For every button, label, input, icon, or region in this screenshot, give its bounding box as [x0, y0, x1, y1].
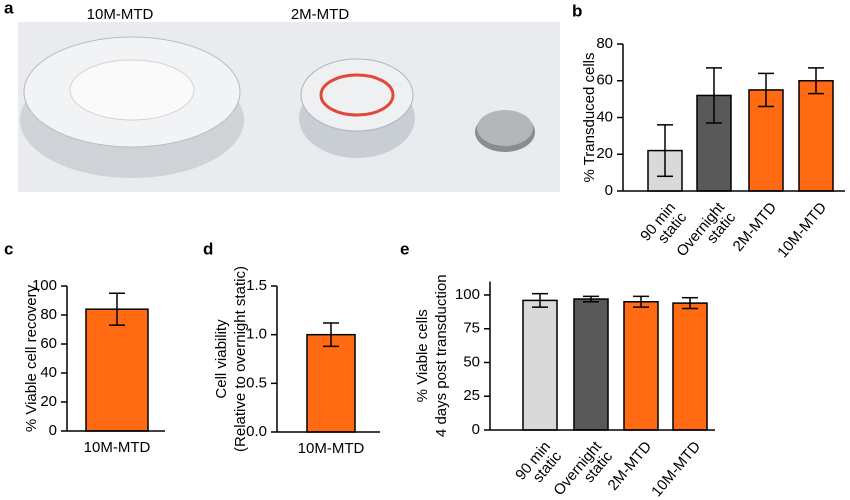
- y-axis-label: % Transduced cells: [581, 52, 598, 182]
- y-tick-label: 50: [463, 353, 480, 370]
- y-axis-label: % Viable cells: [414, 309, 431, 402]
- panel-label: c: [4, 239, 13, 258]
- bar: [85, 308, 149, 432]
- y-tick-label: 0.5: [246, 374, 267, 391]
- x-tick-label: 10M-MTD: [648, 438, 704, 500]
- bar: [573, 298, 609, 431]
- bar: [798, 80, 834, 192]
- y-tick-label: 0: [49, 422, 57, 439]
- y-tick-label: 40: [596, 108, 613, 125]
- bar: [672, 302, 708, 431]
- bar: [306, 333, 356, 433]
- y-tick-label: 75: [463, 320, 480, 337]
- y-axis-label: % Viable cell recovery: [23, 284, 40, 432]
- y-tick-label: 100: [32, 277, 57, 294]
- y-tick-label: 1.5: [246, 277, 267, 294]
- y-tick-label: 80: [40, 306, 57, 323]
- x-tick-label: 2M-MTD: [605, 438, 656, 494]
- panel-label: e: [400, 239, 409, 258]
- y-tick-label: 40: [40, 364, 57, 381]
- y-axis-label: Cell viability: [213, 319, 230, 399]
- y-tick-label: 100: [455, 286, 480, 303]
- device-small: [300, 58, 414, 132]
- device-large-center: [69, 59, 195, 121]
- coin-face: [477, 110, 533, 146]
- bar: [522, 299, 558, 431]
- y-tick-label: 60: [40, 335, 57, 352]
- bar: [623, 301, 659, 431]
- y-axis-label: (Relative to overnight static): [232, 266, 249, 452]
- x-tick-label: 2M-MTD: [730, 199, 781, 255]
- y-tick-label: 25: [463, 387, 480, 404]
- y-tick-label: 0: [605, 182, 613, 199]
- panel-label: a: [4, 0, 14, 17]
- y-tick-label: 0.0: [246, 423, 267, 440]
- panel-label: b: [572, 1, 582, 20]
- photo: [18, 22, 560, 192]
- panel-label: d: [203, 239, 213, 258]
- photo-caption: 10M-MTD: [87, 6, 154, 23]
- photo-caption: 2M-MTD: [291, 6, 349, 23]
- y-tick-label: 60: [596, 72, 613, 89]
- y-tick-label: 0: [472, 421, 480, 438]
- y-tick-label: 20: [40, 393, 57, 410]
- y-axis-label: 4 days post transduction: [433, 274, 450, 437]
- x-tick-label: 10M-MTD: [298, 440, 365, 457]
- x-tick-label: 10M-MTD: [774, 199, 830, 261]
- y-tick-label: 1.0: [246, 326, 267, 343]
- y-tick-label: 20: [596, 145, 613, 162]
- x-tick-label: 10M-MTD: [84, 439, 151, 456]
- device-small-ring: [319, 73, 395, 117]
- y-tick-label: 80: [596, 35, 613, 52]
